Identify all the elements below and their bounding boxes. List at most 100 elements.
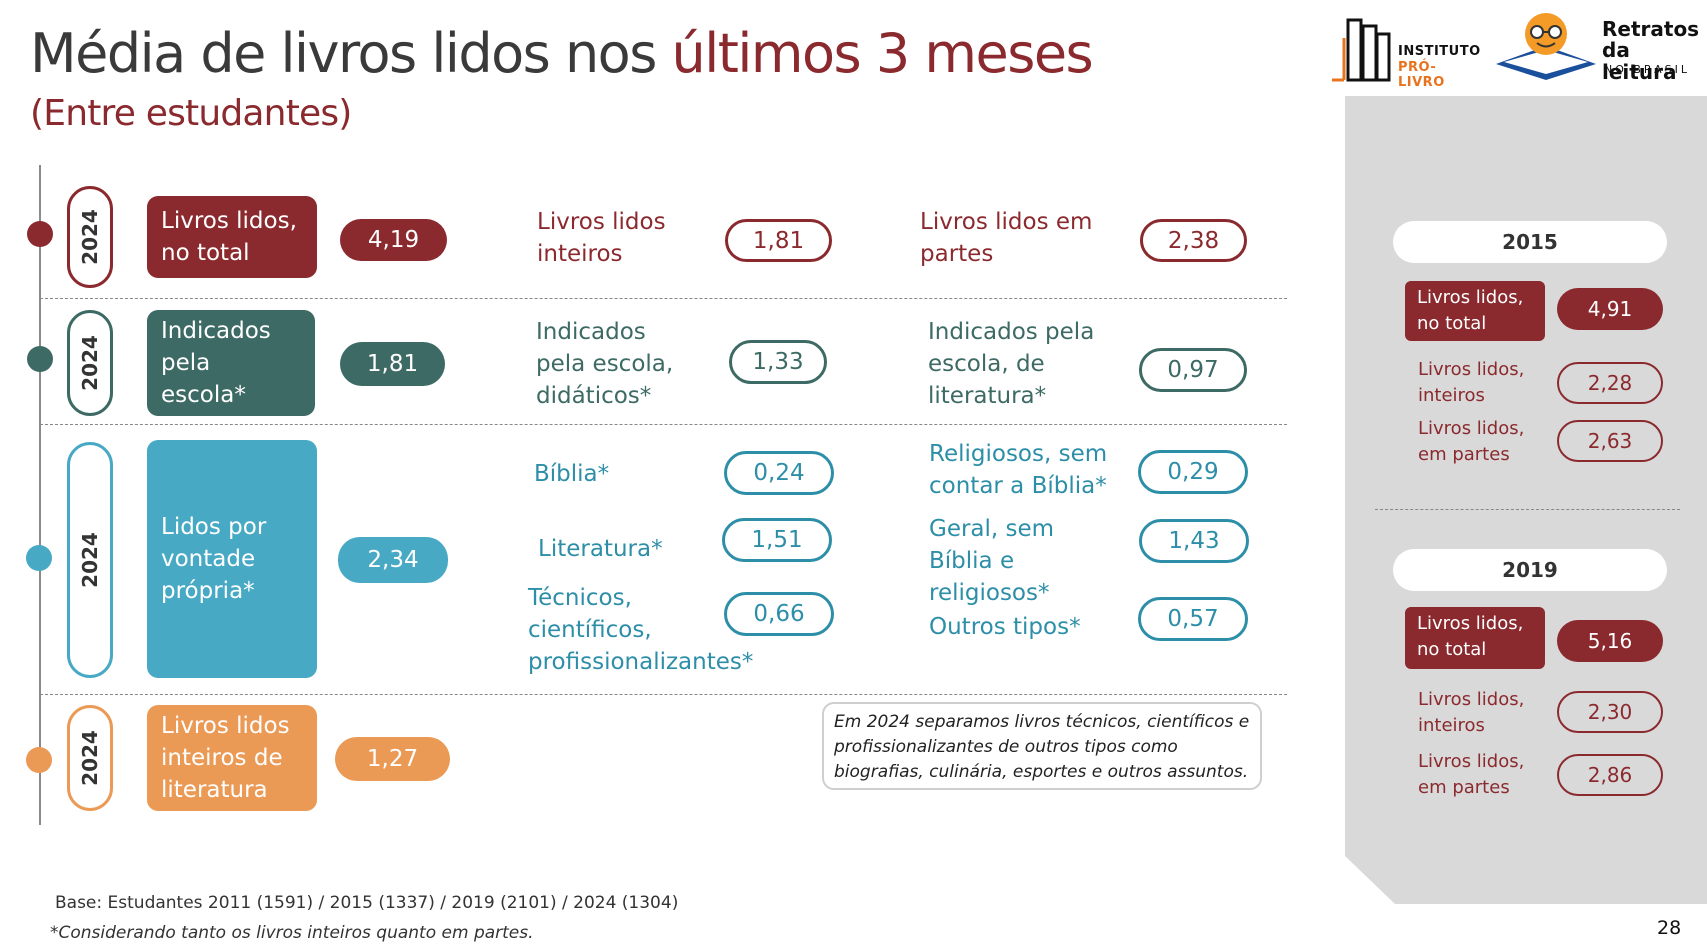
books-icon [1332, 18, 1391, 82]
retratos-label-3: NO BRASIL [1604, 63, 1691, 76]
footnote: *Considerando tanto os livros inteiros q… [50, 923, 534, 943]
note-box: Em 2024 separamos livros técnicos, cient… [822, 702, 1262, 790]
value-inteiros-literatura: 1,27 [366, 746, 419, 772]
side-inteiros-label-2015: Livros lidos, inteiros [1418, 359, 1525, 406]
page-number: 28 [1657, 917, 1682, 939]
category-label-escola: Indicados pela escola* [161, 318, 271, 408]
side-total-value-2019: 5,16 [1557, 620, 1663, 662]
value-pill-religiosos: 0,29 [1138, 450, 1248, 494]
year-label-2: 2024 [78, 335, 103, 391]
timeline-dot-3 [26, 545, 52, 571]
value-pill-geral: 1,43 [1139, 519, 1249, 563]
retratos-label-2: da leitura [1602, 38, 1677, 84]
value-total: 4,19 [367, 227, 420, 253]
value-inteiros: 1,81 [752, 227, 805, 254]
year-badge-1: 2024 [67, 186, 113, 288]
instituto-label: INSTITUTO [1398, 44, 1481, 59]
value-escola: 1,81 [366, 351, 419, 377]
value-literatura: 1,51 [751, 527, 803, 553]
timeline-dot-2 [27, 346, 53, 372]
row-separator-1 [40, 298, 1287, 299]
row-separator-2 [40, 424, 1287, 425]
value-vontade: 2,34 [367, 547, 419, 573]
row-separator-3 [40, 694, 1287, 695]
side-total-text-2015: 4,91 [1587, 297, 1633, 321]
label-outros: Outros tipos* [929, 614, 1081, 640]
side-partes-text-2015: 2,63 [1587, 429, 1633, 453]
label-inteiros: Livros lidos inteiros [537, 209, 666, 267]
timeline-dot-4 [26, 747, 52, 773]
base-note: Base: Estudantes 2011 (1591) / 2015 (133… [55, 893, 679, 913]
year-header-2015: 2015 [1393, 221, 1667, 263]
side-total-text-2019: 5,16 [1587, 629, 1633, 653]
value-pill-escola: 1,81 [340, 342, 445, 386]
side-partes-value-2019: 2,86 [1557, 754, 1663, 796]
year-badge-3: 2024 [67, 442, 113, 678]
side-inteiros-label-2019: Livros lidos, inteiros [1418, 689, 1525, 736]
side-partes-label-2015: Livros lidos, em partes [1418, 418, 1525, 465]
side-partes-label-2019: Livros lidos, em partes [1418, 751, 1525, 798]
value-pill-total: 4,19 [340, 219, 447, 261]
label-didaticos: Indicados pela escola, didáticos* [536, 319, 674, 409]
side-separator [1375, 509, 1680, 510]
title-accent: últimos 3 meses [671, 22, 1094, 85]
pro-livro-label: PRÓ-LIVRO [1398, 60, 1445, 90]
retratos-da-leitura-logo: Retratos da leitura NO BRASIL [1492, 12, 1702, 86]
timeline-dot-1 [27, 221, 53, 247]
side-inteiros-text-2015: 2,28 [1587, 371, 1633, 395]
value-pill-didaticos: 1,33 [729, 340, 827, 384]
category-box-total: Livros lidos, no total [147, 196, 317, 278]
year-badge-4: 2024 [67, 705, 113, 811]
value-didaticos: 1,33 [752, 349, 804, 375]
retratos-label-1: Retratos [1602, 17, 1700, 41]
category-label-total: Livros lidos, no total [161, 208, 297, 266]
year-badge-2: 2024 [67, 310, 113, 416]
label-biblia: Bíblia* [534, 461, 610, 487]
label-literatura: Literatura* [538, 536, 663, 562]
category-box-escola: Indicados pela escola* [147, 310, 315, 416]
label-geral: Geral, sem Bíblia e religiosos* [929, 516, 1055, 606]
label-religiosos: Religiosos, sem contar a Bíblia* [929, 441, 1108, 499]
value-pill-partes: 2,38 [1140, 219, 1247, 262]
year-header-2019: 2019 [1393, 549, 1667, 591]
value-pill-outros: 0,57 [1138, 597, 1248, 641]
value-pill-inteiros: 1,81 [725, 219, 832, 262]
year-label-4: 2024 [78, 730, 103, 786]
page-title: Média de livros lidos nos últimos 3 mese… [30, 22, 1094, 86]
value-pill-escola-literatura: 0,97 [1139, 348, 1247, 392]
value-biblia: 0,24 [753, 460, 805, 486]
side-total-value-2015: 4,91 [1557, 288, 1663, 330]
year-label-3: 2024 [78, 532, 103, 588]
value-tecnicos: 0,66 [753, 601, 805, 627]
side-partes-value-2015: 2,63 [1557, 420, 1663, 462]
value-pill-inteiros-literatura: 1,27 [335, 737, 450, 781]
value-pill-vontade: 2,34 [338, 537, 448, 583]
value-pill-literatura: 1,51 [722, 518, 832, 562]
value-partes: 2,38 [1167, 227, 1220, 254]
year-label-1: 2024 [78, 209, 103, 265]
value-religiosos: 0,29 [1167, 459, 1219, 485]
category-box-vontade: Lidos por vontade própria* [147, 440, 317, 678]
value-geral: 1,43 [1168, 528, 1220, 554]
side-total-box-2019: Livros lidos, no total [1405, 607, 1545, 669]
reading-face-icon [1496, 13, 1596, 80]
instituto-pro-livro-logo: INSTITUTO PRÓ-LIVRO [1330, 14, 1481, 90]
side-partes-text-2019: 2,86 [1587, 763, 1633, 787]
category-box-inteiros-literatura: Livros lidos inteiros de literatura [147, 705, 317, 811]
category-label-vontade: Lidos por vontade própria* [161, 514, 267, 604]
value-escola-literatura: 0,97 [1167, 357, 1219, 383]
title-main: Média de livros lidos nos [30, 22, 672, 85]
side-total-box-2015: Livros lidos, no total [1405, 281, 1545, 341]
side-inteiros-value-2015: 2,28 [1557, 362, 1663, 404]
label-escola-literatura: Indicados pela escola, de literatura* [928, 319, 1095, 409]
label-partes: Livros lidos em partes [920, 209, 1093, 267]
page-subtitle: (Entre estudantes) [30, 93, 352, 134]
timeline-line [39, 165, 41, 825]
label-tecnicos: Técnicos, científicos, profissionalizant… [528, 585, 754, 675]
value-pill-biblia: 0,24 [724, 451, 834, 495]
side-inteiros-value-2019: 2,30 [1557, 691, 1663, 733]
value-outros: 0,57 [1167, 606, 1219, 632]
category-label-inteiros-literatura: Livros lidos inteiros de literatura [161, 713, 290, 803]
side-inteiros-text-2019: 2,30 [1587, 700, 1633, 724]
value-pill-tecnicos: 0,66 [724, 592, 834, 636]
